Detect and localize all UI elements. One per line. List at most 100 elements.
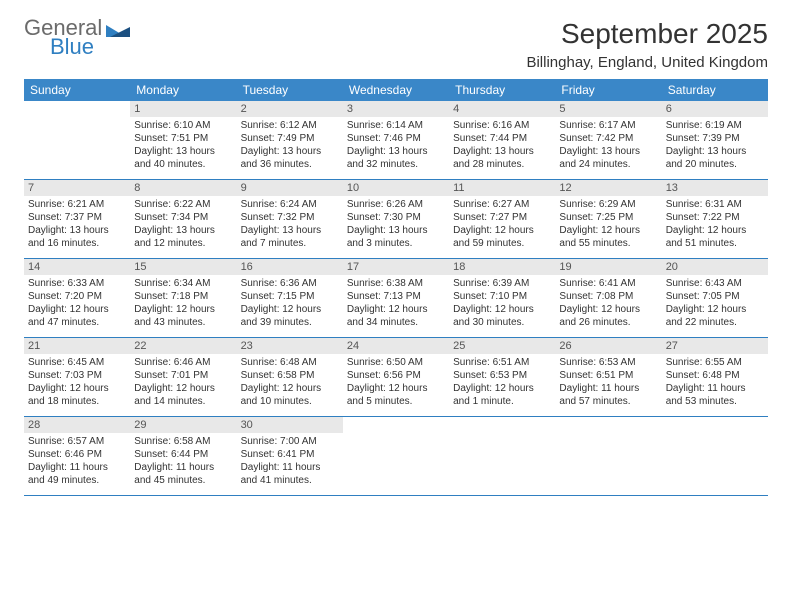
day-sunrise: Sunrise: 6:19 AM	[666, 119, 764, 132]
day-cell: 25Sunrise: 6:51 AMSunset: 6:53 PMDayligh…	[449, 338, 555, 416]
location-text: Billinghay, England, United Kingdom	[526, 54, 768, 71]
day-sunset: Sunset: 7:10 PM	[453, 290, 551, 303]
day-daylight: Daylight: 12 hours and 51 minutes.	[666, 224, 764, 250]
logo-flag-icon	[106, 21, 132, 46]
day-sunrise: Sunrise: 6:33 AM	[28, 277, 126, 290]
day-daylight: Daylight: 12 hours and 5 minutes.	[347, 382, 445, 408]
day-daylight: Daylight: 13 hours and 36 minutes.	[241, 145, 339, 171]
day-number: 2	[237, 101, 343, 117]
weekday-header: Tuesday	[237, 79, 343, 101]
day-daylight: Daylight: 11 hours and 53 minutes.	[666, 382, 764, 408]
day-number: 8	[130, 180, 236, 196]
weekday-header: Saturday	[662, 79, 768, 101]
day-cell: 28Sunrise: 6:57 AMSunset: 6:46 PMDayligh…	[24, 417, 130, 495]
day-cell	[24, 101, 130, 179]
weekday-header: Friday	[555, 79, 661, 101]
day-cell: 14 Sunrise: 6:33 AMSunset: 7:20 PMDayligh…	[24, 259, 130, 337]
day-sunset: Sunset: 7:44 PM	[453, 132, 551, 145]
day-cell: 27 Sunrise: 6:55 AMSunset: 6:48 PMDayligh…	[662, 338, 768, 416]
day-cell: 2Sunrise: 6:12 AMSunset: 7:49 PMDaylight…	[237, 101, 343, 179]
day-cell: 8Sunrise: 6:22 AMSunset: 7:34 PMDaylight…	[130, 180, 236, 258]
day-number: 20	[662, 259, 768, 275]
week-row: 28Sunrise: 6:57 AMSunset: 6:46 PMDayligh…	[24, 417, 768, 496]
day-sunrise: Sunrise: 6:34 AM	[134, 277, 232, 290]
day-sunset: Sunset: 6:44 PM	[134, 448, 232, 461]
day-cell: 20Sunrise: 6:43 AMSunset: 7:05 PMDayligh…	[662, 259, 768, 337]
day-sunrise: Sunrise: 6:43 AM	[666, 277, 764, 290]
day-sunset: Sunset: 6:48 PM	[666, 369, 764, 382]
day-number: 22	[130, 338, 236, 354]
day-sunset: Sunset: 6:41 PM	[241, 448, 339, 461]
day-number: 18	[449, 259, 555, 275]
logo-word-blue: Blue	[50, 37, 102, 58]
day-daylight: Daylight: 11 hours and 49 minutes.	[28, 461, 126, 487]
day-sunset: Sunset: 6:58 PM	[241, 369, 339, 382]
day-cell: 16 Sunrise: 6:36 AMSunset: 7:15 PMDayligh…	[237, 259, 343, 337]
day-daylight: Daylight: 12 hours and 14 minutes.	[134, 382, 232, 408]
day-daylight: Daylight: 12 hours and 39 minutes.	[241, 303, 339, 329]
day-sunset: Sunset: 7:15 PM	[241, 290, 339, 303]
day-number: 13	[662, 180, 768, 196]
day-sunrise: Sunrise: 6:22 AM	[134, 198, 232, 211]
header: General Blue September 2025 Billinghay, …	[24, 18, 768, 71]
day-daylight: Daylight: 13 hours and 16 minutes.	[28, 224, 126, 250]
day-sunrise: Sunrise: 6:27 AM	[453, 198, 551, 211]
day-number: 15	[130, 259, 236, 275]
day-daylight: Daylight: 12 hours and 30 minutes.	[453, 303, 551, 329]
day-cell: 12Sunrise: 6:29 AMSunset: 7:25 PMDayligh…	[555, 180, 661, 258]
day-number: 27	[662, 338, 768, 354]
day-sunrise: Sunrise: 6:31 AM	[666, 198, 764, 211]
day-daylight: Daylight: 11 hours and 41 minutes.	[241, 461, 339, 487]
day-number: 16	[237, 259, 343, 275]
day-daylight: Daylight: 13 hours and 7 minutes.	[241, 224, 339, 250]
day-cell: 22 Sunrise: 6:46 AMSunset: 7:01 PMDayligh…	[130, 338, 236, 416]
day-sunrise: Sunrise: 6:39 AM	[453, 277, 551, 290]
day-sunset: Sunset: 7:18 PM	[134, 290, 232, 303]
weekday-header: Sunday	[24, 79, 130, 101]
day-sunset: Sunset: 7:20 PM	[28, 290, 126, 303]
weekday-header: Wednesday	[343, 79, 449, 101]
weekday-header: Monday	[130, 79, 236, 101]
day-sunrise: Sunrise: 6:55 AM	[666, 356, 764, 369]
day-daylight: Daylight: 12 hours and 59 minutes.	[453, 224, 551, 250]
day-sunrise: Sunrise: 6:53 AM	[559, 356, 657, 369]
day-number: 14	[24, 259, 130, 275]
day-sunset: Sunset: 7:30 PM	[347, 211, 445, 224]
week-row: 7Sunrise: 6:21 AMSunset: 7:37 PMDaylight…	[24, 180, 768, 259]
day-cell: 4Sunrise: 6:16 AMSunset: 7:44 PMDaylight…	[449, 101, 555, 179]
day-cell	[555, 417, 661, 495]
day-daylight: Daylight: 13 hours and 24 minutes.	[559, 145, 657, 171]
logo-text: General Blue	[24, 18, 102, 58]
weekday-header-row: SundayMondayTuesdayWednesdayThursdayFrid…	[24, 79, 768, 101]
day-cell: 19Sunrise: 6:41 AMSunset: 7:08 PMDayligh…	[555, 259, 661, 337]
day-cell	[662, 417, 768, 495]
day-sunset: Sunset: 7:01 PM	[134, 369, 232, 382]
day-daylight: Daylight: 12 hours and 1 minute.	[453, 382, 551, 408]
day-number: 5	[555, 101, 661, 117]
day-sunset: Sunset: 7:13 PM	[347, 290, 445, 303]
day-sunrise: Sunrise: 6:36 AM	[241, 277, 339, 290]
day-sunset: Sunset: 7:39 PM	[666, 132, 764, 145]
day-number: 19	[555, 259, 661, 275]
day-daylight: Daylight: 11 hours and 45 minutes.	[134, 461, 232, 487]
day-number: 4	[449, 101, 555, 117]
day-daylight: Daylight: 13 hours and 28 minutes.	[453, 145, 551, 171]
day-daylight: Daylight: 12 hours and 34 minutes.	[347, 303, 445, 329]
day-cell: 15Sunrise: 6:34 AMSunset: 7:18 PMDayligh…	[130, 259, 236, 337]
day-sunrise: Sunrise: 6:46 AM	[134, 356, 232, 369]
day-daylight: Daylight: 12 hours and 47 minutes.	[28, 303, 126, 329]
logo: General Blue	[24, 18, 132, 58]
day-number: 10	[343, 180, 449, 196]
day-sunset: Sunset: 6:53 PM	[453, 369, 551, 382]
day-cell: 24Sunrise: 6:50 AMSunset: 6:56 PMDayligh…	[343, 338, 449, 416]
day-sunset: Sunset: 7:08 PM	[559, 290, 657, 303]
day-cell	[449, 417, 555, 495]
week-row: 14Sunrise: 6:33 AMSunset: 7:20 PMDayligh…	[24, 259, 768, 338]
day-sunset: Sunset: 7:46 PM	[347, 132, 445, 145]
day-daylight: Daylight: 13 hours and 40 minutes.	[134, 145, 232, 171]
day-daylight: Daylight: 13 hours and 3 minutes.	[347, 224, 445, 250]
day-sunrise: Sunrise: 6:10 AM	[134, 119, 232, 132]
day-sunrise: Sunrise: 6:29 AM	[559, 198, 657, 211]
day-cell: 17Sunrise: 6:38 AMSunset: 7:13 PMDayligh…	[343, 259, 449, 337]
day-sunrise: Sunrise: 7:00 AM	[241, 435, 339, 448]
